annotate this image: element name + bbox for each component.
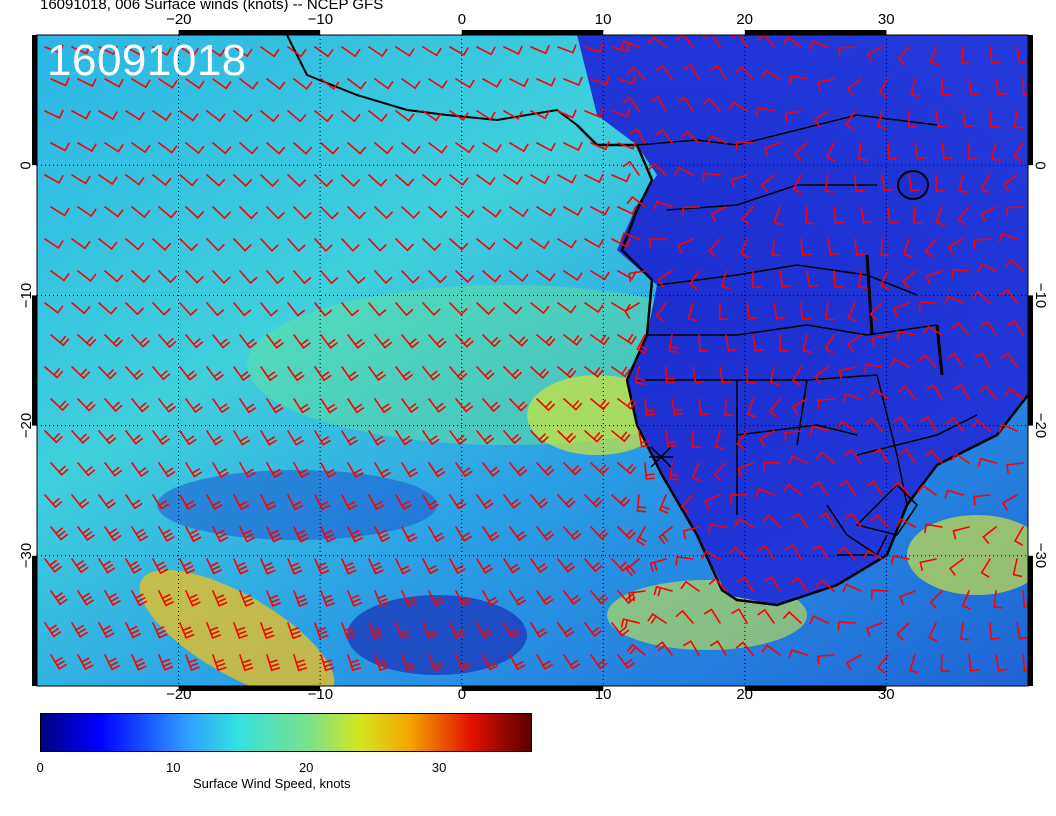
frame-segment <box>744 686 887 691</box>
lon-tick-label-bottom: −20 <box>166 686 192 703</box>
lon-tick-label-bottom: 30 <box>877 686 895 703</box>
lat-tick-label-right: 0 <box>1031 161 1049 170</box>
lat-tick-label-right: −10 <box>1031 282 1049 309</box>
lat-tick-label-right: −20 <box>1031 412 1049 439</box>
lon-tick-label-top: 20 <box>736 11 754 28</box>
frame-segment <box>461 686 604 691</box>
colorbar-tick-label: 20 <box>298 760 314 775</box>
lon-tick-label-top: 0 <box>457 11 467 28</box>
lon-tick-label-top: −10 <box>307 11 334 28</box>
frame-segment <box>1028 295 1033 426</box>
lon-tick-label-top: 30 <box>877 11 895 28</box>
lat-tick-label-left: 0 <box>17 161 35 170</box>
date-stamp: 16091018 <box>47 36 247 85</box>
lon-tick-label-bottom: −10 <box>307 686 334 703</box>
lon-tick-label-bottom: 20 <box>736 686 754 703</box>
frame-segment <box>1028 35 1033 166</box>
wind-map: 16091018 <box>37 35 1028 686</box>
lon-tick-label-bottom: 10 <box>594 686 612 703</box>
lon-tick-label-top: −20 <box>166 11 192 28</box>
lat-tick-label-left: −30 <box>17 543 35 569</box>
calm-zone-mid <box>157 470 437 540</box>
lat-tick-label-right: −30 <box>1031 543 1049 569</box>
lon-tick-label-top: 10 <box>594 11 612 28</box>
frame-segment <box>1028 555 1033 686</box>
colorbar-tick-label: 10 <box>165 760 181 775</box>
lake-victoria <box>897 170 929 200</box>
colorbar-gradient <box>41 714 531 751</box>
lon-tick-label-bottom: 0 <box>457 686 467 703</box>
lat-tick-label-left: −10 <box>17 282 35 309</box>
colorbar-label: Surface Wind Speed, knots <box>193 776 351 791</box>
colorbar-tick-label: 30 <box>431 760 447 775</box>
colorbar-tick-label: 0 <box>36 760 44 775</box>
frame-segment <box>178 686 321 691</box>
colorbar <box>40 713 532 752</box>
chart-title: 16091018, 006 Surface winds (knots) -- N… <box>40 0 384 13</box>
wind-map-canvas <box>37 35 1028 686</box>
lat-tick-label-left: −20 <box>17 412 35 439</box>
